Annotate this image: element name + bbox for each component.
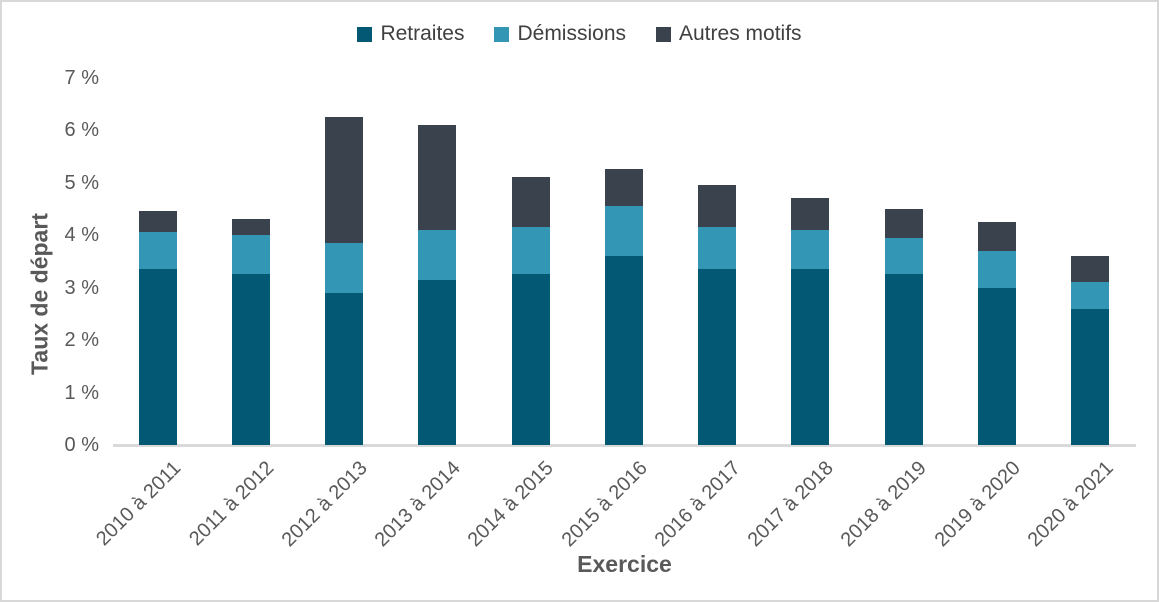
bar-2014-à-2015 — [511, 77, 550, 445]
legend-item-1: Démissions — [494, 22, 626, 46]
bar-segment-démissions — [604, 206, 643, 256]
bar-segment-autres-motifs — [418, 124, 457, 230]
bar-segment-démissions — [1071, 282, 1109, 309]
bar-segment-retraites — [511, 274, 550, 445]
x-tick-label: 2013 à 2014 — [370, 457, 465, 552]
bar-segment-autres-motifs — [231, 219, 270, 235]
bar-segment-retraites — [418, 279, 457, 445]
x-tick-label: 2017 à 2018 — [743, 457, 838, 552]
y-tick-label: 1 % — [64, 381, 99, 404]
y-tick-label: 7 % — [64, 66, 99, 89]
x-tick-label: 2015 à 2016 — [557, 457, 652, 552]
bar-segment-démissions — [791, 229, 830, 270]
bar-segment-démissions — [698, 227, 736, 270]
chart-legend: Retraites Démissions Autres motifs — [2, 22, 1157, 46]
bar-segment-retraites — [791, 269, 830, 445]
bar-segment-retraites — [698, 269, 736, 445]
bar-segment-retraites — [325, 292, 363, 445]
bar-2017-à-2018 — [791, 77, 830, 445]
legend-swatch-icon — [494, 26, 510, 42]
bar-segment-retraites — [138, 269, 177, 445]
bar-segment-démissions — [511, 227, 550, 275]
bar-2018-à-2019 — [884, 77, 923, 445]
bar-segment-autres-motifs — [977, 221, 1016, 251]
plot-area — [113, 77, 1136, 447]
bar-2015-à-2016 — [604, 77, 643, 445]
bar-2020-à-2021 — [1071, 77, 1109, 445]
bar-segment-autres-motifs — [698, 185, 736, 228]
bar-segment-autres-motifs — [511, 177, 550, 228]
bar-segment-autres-motifs — [604, 169, 643, 207]
bar-segment-retraites — [884, 274, 923, 445]
bar-segment-démissions — [325, 242, 363, 293]
y-tick-label: 3 % — [64, 276, 99, 299]
y-tick-label: 6 % — [64, 119, 99, 141]
legend-label: Retraites — [380, 22, 465, 45]
bar-segment-démissions — [884, 237, 923, 275]
x-tick-label: 2018 à 2019 — [836, 457, 932, 552]
bar-2019-à-2020 — [977, 77, 1016, 445]
y-tick-label: 2 % — [64, 329, 99, 351]
x-axis-title: Exercice — [577, 551, 672, 577]
x-tick-label: 2016 à 2017 — [650, 457, 745, 552]
bar-2013-à-2014 — [418, 77, 457, 445]
legend-item-2: Autres motifs — [656, 22, 802, 46]
x-axis-tick-labels: 2010 à 2011 2011 à 2012 2012 à 2013 2013 à … — [92, 451, 1136, 552]
bar-segment-autres-motifs — [1071, 256, 1109, 283]
bar-2012-à-2013 — [325, 77, 363, 445]
bar-segment-démissions — [418, 229, 457, 280]
x-tick-label: 2020 à 2021 — [1023, 457, 1118, 552]
legend-item-0: Retraites — [357, 22, 464, 46]
bar-segment-démissions — [138, 232, 177, 270]
bar-segment-retraites — [1071, 308, 1109, 445]
legend-label: Autres motifs — [679, 22, 802, 45]
bar-2010-à-2011 — [138, 77, 177, 445]
legend-label: Démissions — [517, 22, 626, 45]
x-axis-line — [113, 444, 1136, 447]
bar-segment-retraites — [604, 256, 643, 445]
bar-segment-autres-motifs — [325, 116, 363, 243]
bar-segment-autres-motifs — [138, 211, 177, 233]
y-tick-label: 4 % — [64, 224, 99, 246]
bar-segment-autres-motifs — [884, 208, 923, 238]
x-tick-label: 2011 à 2012 — [185, 457, 279, 551]
x-tick-label: 2010 à 2011 — [91, 457, 186, 551]
bar-segment-démissions — [231, 235, 270, 275]
x-tick-label: 2012 à 2013 — [277, 457, 372, 552]
legend-swatch-icon — [656, 26, 671, 42]
bar-segment-autres-motifs — [791, 198, 830, 230]
x-tick-label: 2019 à 2020 — [930, 457, 1025, 552]
bar-segment-retraites — [231, 274, 270, 445]
bar-segment-démissions — [977, 250, 1016, 288]
bar-segment-retraites — [977, 287, 1016, 445]
bar-2016-à-2017 — [698, 77, 736, 445]
x-tick-label: 2014 à 2015 — [463, 457, 559, 552]
y-tick-label: 5 % — [64, 171, 99, 194]
bar-2011-à-2012 — [231, 77, 270, 445]
legend-swatch-icon — [357, 26, 373, 42]
y-tick-label: 0 % — [64, 434, 99, 456]
